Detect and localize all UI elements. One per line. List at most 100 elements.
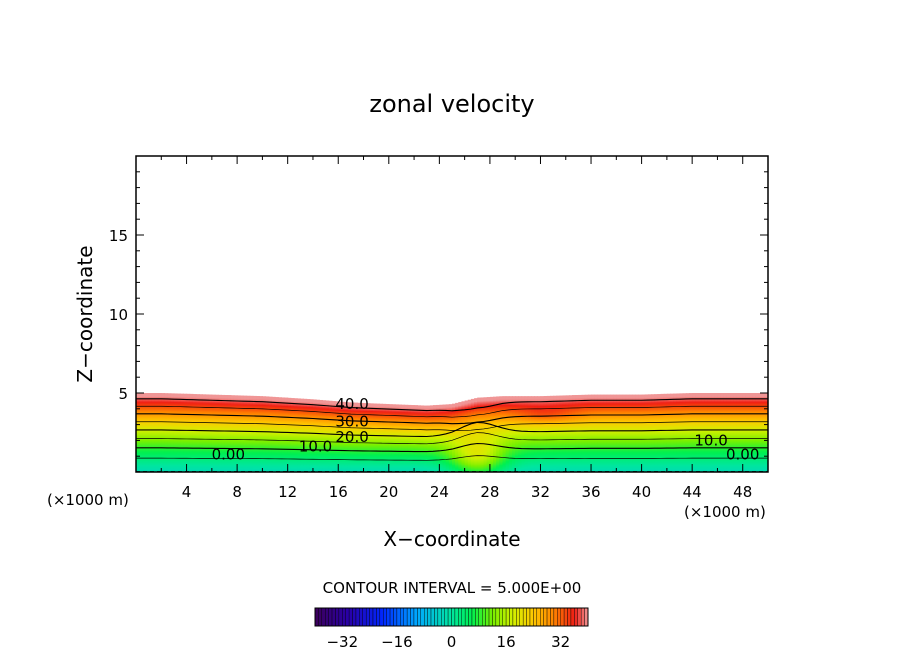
- contour-cell: [240, 465, 245, 468]
- contour-cell: [227, 422, 232, 425]
- contour-cell: [262, 429, 267, 432]
- contour-cell: [240, 425, 245, 428]
- contour-cell: [300, 409, 305, 411]
- contour-cell: [306, 448, 311, 450]
- contour-cell: [275, 430, 279, 433]
- contour-cell: [230, 440, 235, 443]
- contour-cell: [316, 464, 320, 467]
- contour-cell: [180, 407, 184, 410]
- contour-cell: [145, 468, 150, 471]
- contour-cell: [205, 466, 210, 469]
- contour-cell: [186, 416, 191, 419]
- contour-cell: [139, 453, 143, 455]
- contour-cell: [192, 420, 197, 423]
- contour-cell: [284, 466, 289, 469]
- contour-cell: [199, 436, 203, 439]
- contour-cell: [297, 414, 301, 416]
- contour-cell: [142, 455, 147, 458]
- contour-cell: [211, 394, 216, 396]
- contour-cell: [287, 405, 292, 408]
- contour-cell: [309, 468, 314, 471]
- contour-cell: [271, 414, 276, 416]
- contour-cell: [202, 456, 207, 459]
- contour-cell: [287, 446, 292, 449]
- contour-cell: [186, 432, 191, 435]
- contour-cell: [161, 463, 166, 466]
- contour-cell: [309, 426, 314, 429]
- contour-cell: [167, 455, 172, 458]
- contour-cell: [249, 441, 254, 444]
- contour-cell: [331, 412, 336, 415]
- contour-cell: [294, 400, 298, 403]
- contour-cell: [294, 409, 298, 411]
- contour-cell: [297, 419, 301, 421]
- contour-cell: [221, 400, 226, 403]
- contour-cell: [199, 461, 203, 464]
- contour-cell: [164, 440, 169, 443]
- contour-cell: [208, 411, 213, 414]
- contour-cell: [183, 439, 188, 442]
- contour-cell: [328, 456, 333, 459]
- contour-cell: [224, 425, 229, 428]
- contour-cell: [294, 432, 298, 435]
- contour-cell: [271, 450, 276, 453]
- contour-cell: [278, 415, 282, 418]
- contour-cell: [303, 449, 308, 452]
- contour-cell: [158, 434, 162, 437]
- contour-cell: [224, 402, 229, 405]
- contour-cell: [316, 429, 320, 432]
- contour-cell: [224, 461, 229, 464]
- contour-cell: [233, 426, 238, 429]
- contour-cell: [230, 415, 235, 418]
- contour-cell: [233, 456, 238, 459]
- contour-cell: [300, 445, 305, 448]
- contour-cell: [268, 406, 273, 409]
- contour-cell: [221, 417, 226, 420]
- contour-cell: [215, 456, 219, 459]
- contour-cell: [189, 460, 194, 463]
- contour-cell: [139, 464, 143, 467]
- contour-cell: [325, 436, 330, 439]
- contour-cell: [218, 459, 222, 462]
- contour-cell: [202, 453, 207, 455]
- contour-cell: [227, 425, 232, 428]
- contour-cell: [173, 463, 178, 466]
- contour-cell: [262, 451, 267, 454]
- contour-cell: [275, 426, 279, 429]
- contour-cell: [221, 424, 226, 427]
- contour-cell: [328, 459, 333, 462]
- contour-cell: [265, 453, 270, 455]
- contour-cell: [136, 416, 140, 419]
- contour-cell: [180, 460, 184, 463]
- contour-cell: [243, 443, 248, 445]
- contour-cell: [151, 419, 156, 421]
- contour-cell: [303, 439, 308, 442]
- contour-cell: [158, 421, 162, 424]
- contour-cell: [256, 465, 260, 468]
- contour-cell: [205, 411, 210, 414]
- contour-cell: [287, 436, 292, 439]
- contour-cell: [186, 393, 191, 395]
- contour-cell: [275, 402, 279, 405]
- contour-cell: [136, 449, 140, 452]
- contour-cell: [218, 440, 222, 443]
- contour-cell: [290, 454, 295, 457]
- contour-cell: [271, 417, 276, 420]
- contour-cell: [180, 401, 184, 404]
- contour-cell: [294, 427, 298, 430]
- contour-cell: [189, 417, 194, 420]
- contour-cell: [328, 435, 333, 438]
- contour-cell: [252, 464, 257, 467]
- contour-cell: [158, 436, 162, 439]
- contour-cell: [284, 464, 289, 467]
- contour-cell: [170, 420, 175, 423]
- contour-cell: [256, 469, 260, 472]
- contour-cell: [262, 459, 267, 462]
- contour-cell: [322, 469, 327, 472]
- contour-cell: [173, 417, 178, 420]
- contour-cell: [177, 458, 181, 461]
- contour-cell: [246, 429, 251, 432]
- contour-cell: [275, 409, 279, 411]
- contour-cell: [164, 461, 169, 464]
